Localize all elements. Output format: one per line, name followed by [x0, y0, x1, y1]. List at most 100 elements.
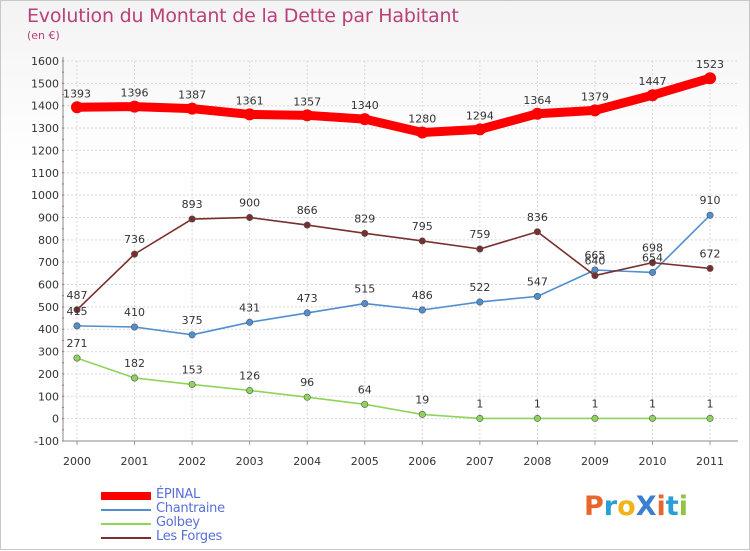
data-point [188, 215, 196, 223]
data-label: 829 [354, 212, 375, 225]
data-point [361, 300, 369, 308]
data-label: 375 [182, 314, 203, 327]
data-label: 487 [67, 289, 88, 302]
x-tick-label: 2004 [293, 455, 321, 468]
y-tick-label: 600 [38, 279, 59, 292]
data-label: 1 [534, 397, 541, 410]
logo-letter: i [678, 491, 688, 522]
logo-letter: o [617, 491, 636, 522]
y-tick-label: 400 [38, 323, 59, 336]
data-label: 698 [642, 242, 663, 255]
data-point [243, 108, 256, 121]
y-tick-label: 1400 [31, 100, 59, 113]
chart-subtitle: (en €) [27, 29, 60, 42]
y-tick-label: 300 [38, 346, 59, 359]
data-point [73, 354, 81, 362]
data-point [246, 318, 254, 326]
data-point [533, 228, 541, 236]
series-line-chantraine [76, 214, 711, 336]
data-label: 900 [239, 196, 260, 209]
legend-swatch-golbey [101, 523, 151, 525]
data-point [131, 250, 139, 258]
data-point [358, 113, 371, 126]
data-point [303, 221, 311, 229]
y-tick-label: 1600 [31, 55, 59, 68]
series-line-golbey [76, 357, 711, 420]
y-tick-label: -100 [34, 435, 59, 448]
data-point [131, 374, 139, 382]
x-tick-label: 2008 [523, 455, 551, 468]
data-point [71, 101, 83, 114]
y-tick-label: 0 [52, 413, 59, 426]
data-label: 1357 [293, 95, 321, 108]
data-label: 96 [300, 376, 314, 389]
x-tick-label: 2000 [63, 455, 91, 468]
legend-swatch-les-forges [101, 537, 151, 539]
data-point [301, 109, 314, 122]
data-label: 1396 [121, 87, 149, 100]
data-label: 19 [415, 393, 429, 406]
data-label: 672 [700, 247, 721, 260]
data-point [246, 213, 254, 221]
data-point [188, 331, 196, 339]
data-label: 665 [584, 249, 605, 262]
x-tick-label: 2003 [236, 455, 264, 468]
data-label: 410 [124, 306, 145, 319]
y-tick-label: 1000 [31, 189, 59, 202]
data-point [73, 322, 81, 330]
data-label: 473 [297, 292, 318, 305]
legend-label-les-forges: Les Forges [156, 529, 223, 544]
x-tick-label: 2010 [639, 455, 667, 468]
x-tick-label: 2005 [351, 455, 379, 468]
data-point [533, 414, 541, 422]
data-point [128, 100, 141, 113]
data-point [303, 309, 311, 317]
data-label: 415 [67, 305, 88, 318]
y-tick-label: 700 [38, 256, 59, 269]
data-label: 64 [358, 383, 372, 396]
data-point [646, 89, 659, 102]
data-point [476, 245, 484, 253]
data-point [706, 211, 714, 219]
y-tick-label: 200 [38, 368, 59, 381]
data-point [476, 414, 484, 422]
data-label: 515 [354, 283, 375, 296]
data-point [588, 104, 601, 117]
legend-label-golbey: Golbey [156, 515, 200, 530]
data-point [246, 386, 254, 394]
logo-letter: r [603, 491, 618, 522]
y-tick-label: 800 [38, 234, 59, 247]
data-label: 893 [182, 198, 203, 211]
data-label: 182 [124, 357, 145, 370]
y-tick-label: 1200 [31, 144, 59, 157]
data-label: 1523 [696, 58, 724, 71]
data-label: 866 [297, 204, 318, 217]
data-label: 1280 [408, 113, 436, 126]
data-point [361, 400, 369, 408]
data-point [418, 306, 426, 314]
data-label: 1379 [581, 90, 609, 103]
data-label: 522 [469, 281, 490, 294]
x-tick-label: 2006 [408, 455, 436, 468]
data-point [361, 229, 369, 237]
data-label: 431 [239, 301, 260, 314]
data-point [531, 107, 544, 120]
data-point [418, 410, 426, 418]
data-point [131, 323, 139, 331]
x-tick-label: 2001 [121, 455, 149, 468]
data-label: 759 [469, 228, 490, 241]
x-tick-label: 2002 [178, 455, 206, 468]
data-point [648, 259, 656, 267]
data-point [303, 393, 311, 401]
data-point [188, 380, 196, 388]
legend-swatch-chantraine [101, 509, 151, 511]
data-label: 1393 [63, 87, 91, 100]
data-label: 1340 [351, 99, 379, 112]
data-label: 836 [527, 211, 548, 224]
logo-letter: t [665, 491, 679, 522]
data-point [476, 298, 484, 306]
chart-title: Evolution du Montant de la Dette par Hab… [27, 5, 459, 27]
data-point [186, 102, 199, 115]
data-label: 486 [412, 289, 433, 302]
